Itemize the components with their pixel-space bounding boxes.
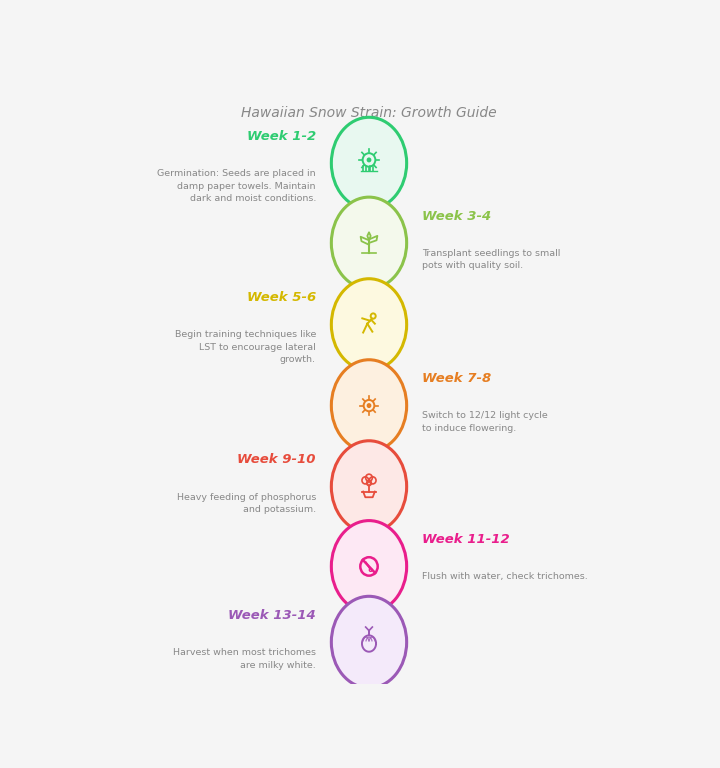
Ellipse shape — [331, 441, 407, 532]
Text: Week 9-10: Week 9-10 — [238, 453, 316, 466]
Circle shape — [367, 158, 371, 162]
Text: Switch to 12/12 light cycle
to induce flowering.: Switch to 12/12 light cycle to induce fl… — [422, 412, 548, 433]
Text: Harvest when most trichomes
are milky white.: Harvest when most trichomes are milky wh… — [173, 648, 316, 670]
Text: Heavy feeding of phosphorus
and potassium.: Heavy feeding of phosphorus and potassiu… — [176, 492, 316, 514]
Text: Week 1-2: Week 1-2 — [247, 130, 316, 143]
Ellipse shape — [331, 118, 407, 209]
Text: Week 3-4: Week 3-4 — [422, 210, 491, 223]
Text: Week 11-12: Week 11-12 — [422, 533, 510, 546]
Text: Week 13-14: Week 13-14 — [228, 609, 316, 622]
Ellipse shape — [331, 197, 407, 289]
Circle shape — [367, 404, 371, 407]
Text: Week 7-8: Week 7-8 — [422, 372, 491, 386]
Ellipse shape — [331, 359, 407, 452]
Text: Week 5-6: Week 5-6 — [247, 291, 316, 304]
Text: Hawaiian Snow Strain: Growth Guide: Hawaiian Snow Strain: Growth Guide — [241, 106, 497, 120]
Ellipse shape — [331, 279, 407, 370]
Text: Germination: Seeds are placed in
damp paper towels. Maintain
dark and moist cond: Germination: Seeds are placed in damp pa… — [158, 169, 316, 203]
Ellipse shape — [331, 596, 407, 688]
Text: Transplant seedlings to small
pots with quality soil.: Transplant seedlings to small pots with … — [422, 249, 560, 270]
Text: Begin training techniques like
LST to encourage lateral
growth.: Begin training techniques like LST to en… — [175, 330, 316, 365]
Ellipse shape — [331, 521, 407, 612]
Text: Flush with water, check trichomes.: Flush with water, check trichomes. — [422, 572, 588, 581]
